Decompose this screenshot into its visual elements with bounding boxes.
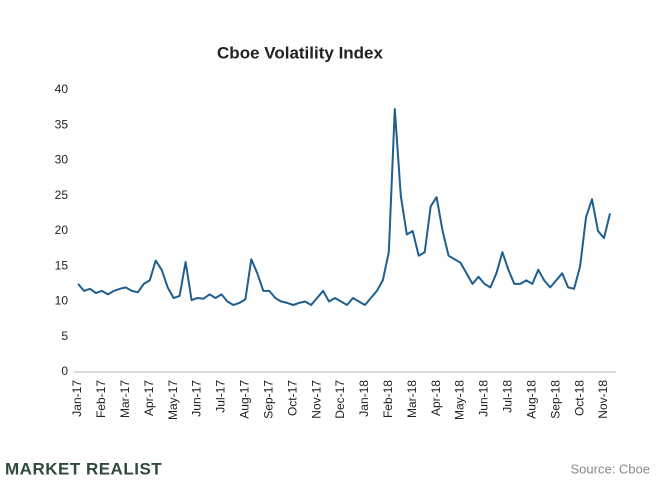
x-tick-label: Feb-17 xyxy=(94,380,108,418)
x-tick-label: Jan-17 xyxy=(70,380,84,417)
y-tick-label: 40 xyxy=(55,82,69,96)
x-tick-label: Apr-17 xyxy=(142,380,156,416)
x-tick-label: Jan-18 xyxy=(357,380,371,417)
y-tick-label: 0 xyxy=(61,364,68,378)
x-tick-label: Nov-18 xyxy=(596,380,610,419)
x-tick-label: Apr-18 xyxy=(429,380,443,416)
source: Source: Cboe xyxy=(571,461,651,476)
x-tick-label: Aug-17 xyxy=(238,380,252,419)
x-tick-label: May-17 xyxy=(166,380,180,420)
x-tick-label: Sep-18 xyxy=(548,380,562,419)
y-tick-label: 25 xyxy=(55,188,69,202)
x-tick-label: Nov-17 xyxy=(309,380,323,419)
x-tick-label: Oct-18 xyxy=(572,380,586,416)
x-tick-label: Jun-18 xyxy=(477,380,491,417)
logo: MARKET REALIST xyxy=(5,459,162,478)
y-tick-label: 5 xyxy=(61,329,68,343)
x-tick-label: Mar-17 xyxy=(118,380,132,418)
x-tick-label: Dec-17 xyxy=(333,380,347,419)
y-tick-label: 20 xyxy=(55,223,69,237)
x-tick-label: Oct-17 xyxy=(285,380,299,416)
chart-title: Cboe Volatility Index xyxy=(217,43,383,62)
x-tick-label: Jul-18 xyxy=(501,380,515,413)
y-tick-label: 10 xyxy=(55,294,69,308)
x-tick-label: Jul-17 xyxy=(214,380,228,413)
y-tick-label: 30 xyxy=(55,153,69,167)
x-tick-label: Mar-18 xyxy=(405,380,419,418)
x-tick-label: Sep-17 xyxy=(261,380,275,419)
x-tick-label: Aug-18 xyxy=(524,380,538,419)
y-tick-label: 35 xyxy=(55,117,69,131)
x-tick-label: Jun-17 xyxy=(190,380,204,417)
line xyxy=(77,108,611,306)
x-tick-label: Feb-18 xyxy=(381,380,395,418)
x-tick-label: May-18 xyxy=(453,380,467,420)
y-tick-label: 15 xyxy=(55,258,69,272)
